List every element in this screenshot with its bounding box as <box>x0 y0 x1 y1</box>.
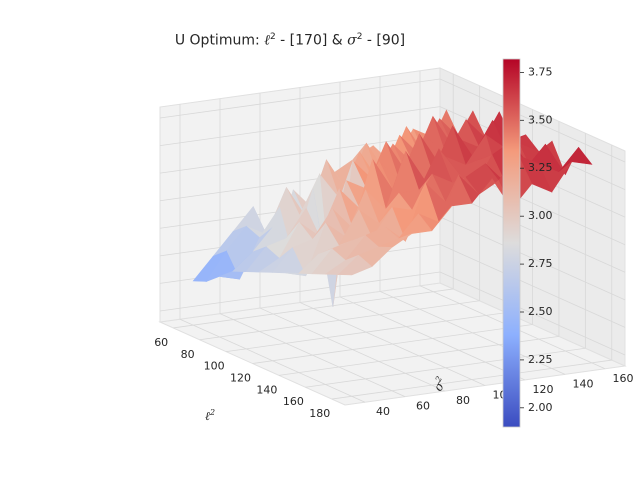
y-tick-label: 140 <box>573 377 594 390</box>
y-tick-label: 40 <box>376 405 390 418</box>
z-grid-line <box>439 271 626 356</box>
z-grid-line <box>439 244 626 328</box>
y-grid-line <box>259 307 446 392</box>
y-grid-line <box>299 302 486 386</box>
y-tick-label: 60 <box>416 400 430 413</box>
z-grid-line <box>439 216 626 301</box>
colorbar-tick-label: 2.25 <box>528 353 553 366</box>
x-tick-label: 180 <box>309 407 330 420</box>
z-grid-line <box>159 271 441 312</box>
y-tick-label: 120 <box>533 383 554 396</box>
colorbar-tick-label: 2.50 <box>528 305 553 318</box>
colorbar: 2.00 2.25 2.50 2.75 3.00 3.25 3.50 3.75 <box>502 58 553 428</box>
surface-face <box>337 254 373 276</box>
y-tick-label: 160 <box>613 372 634 385</box>
y-grid-line <box>339 296 526 381</box>
colorbar-tick-label: 2.00 <box>528 401 553 414</box>
y-grid-line <box>379 290 566 375</box>
x-tick-label: 160 <box>283 395 304 408</box>
y-grid-line <box>179 318 366 403</box>
x-tick-label: 140 <box>256 383 277 396</box>
colorbar-gradient <box>502 58 521 428</box>
z-grid-line <box>439 78 626 163</box>
chart-title: U Optimum: ℓ2 - [170] & σ2 - [90] <box>174 32 406 49</box>
z-grid-line <box>159 106 441 146</box>
x-tick-label: 100 <box>204 360 225 373</box>
colorbar-tick-label: 2.75 <box>528 257 553 270</box>
z-grid-line <box>159 133 441 174</box>
y-tick-label: 80 <box>456 394 470 407</box>
colorbar-tick-label: 3.00 <box>528 209 553 222</box>
x-axis-label: ℓ2 <box>205 408 215 423</box>
x-tick-label: 80 <box>181 348 195 361</box>
colorbar-tick-label: 3.75 <box>528 65 553 78</box>
x-tick-label: 120 <box>230 372 251 385</box>
colorbar-tick-label: 3.25 <box>528 161 553 174</box>
colorbar-tick-label: 3.50 <box>528 113 553 126</box>
x-tick-label: 60 <box>154 336 168 349</box>
y-grid-line <box>219 313 406 398</box>
z-grid-line <box>159 78 441 119</box>
